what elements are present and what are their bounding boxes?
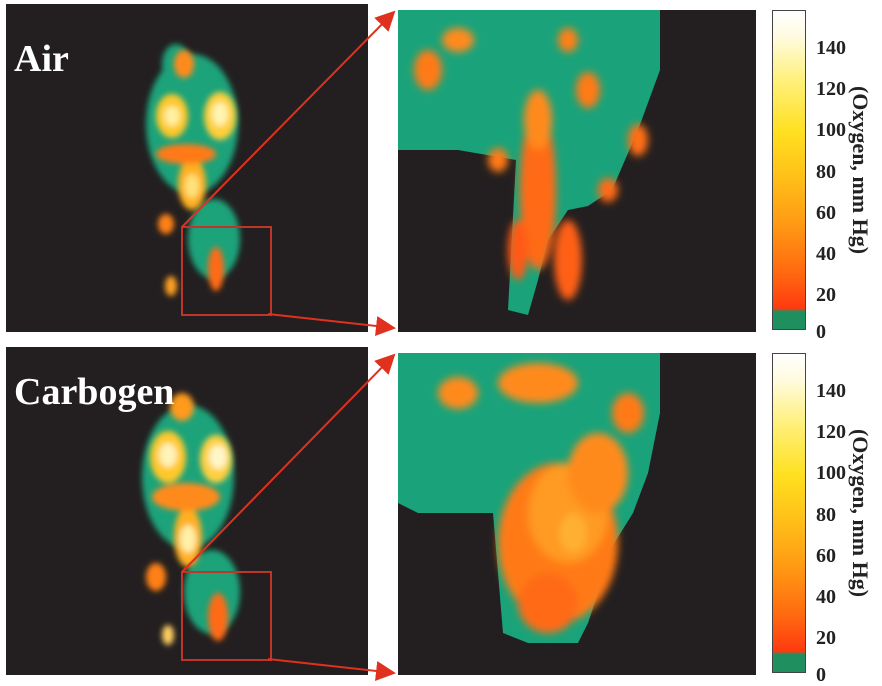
air-zoom-map-graphic xyxy=(398,10,660,315)
carbogen-tick-60: 60 xyxy=(816,545,836,567)
carbogen-tick-100: 100 xyxy=(816,462,846,484)
carbogen-colorbar xyxy=(772,353,806,673)
air-tick-20: 20 xyxy=(816,284,836,306)
carbogen-zoomed-oxygen-map xyxy=(398,353,756,675)
carbogen-label: Carbogen xyxy=(14,371,175,413)
carbogen-tick-0: 0 xyxy=(816,664,826,686)
air-tick-120: 120 xyxy=(816,78,846,100)
carbogen-tick-120: 120 xyxy=(816,421,846,443)
air-label: Air xyxy=(14,38,69,80)
carbogen-colorbar-axis-label: (Oxygen, mm Hg) xyxy=(848,428,873,598)
air-colorbar xyxy=(772,10,806,330)
carbogen-tick-20: 20 xyxy=(816,627,836,649)
air-colorbar-axis-label: (Oxygen, mm Hg) xyxy=(848,85,873,255)
carbogen-row: Carbogen 140 120 100 80 60 40 xyxy=(0,343,882,686)
air-tick-140: 140 xyxy=(816,37,846,59)
air-tick-60: 60 xyxy=(816,202,836,224)
carbogen-tick-140: 140 xyxy=(816,380,846,402)
carbogen-zoom-map-graphic xyxy=(398,353,660,643)
air-row: Air 140 120 xyxy=(6,4,873,343)
air-tick-100: 100 xyxy=(816,119,846,141)
air-tick-40: 40 xyxy=(816,243,836,265)
carbogen-tick-80: 80 xyxy=(816,504,836,526)
air-zoomed-oxygen-map xyxy=(398,10,756,332)
air-tick-0: 0 xyxy=(816,321,826,343)
air-tick-80: 80 xyxy=(816,161,836,183)
carbogen-tick-40: 40 xyxy=(816,586,836,608)
